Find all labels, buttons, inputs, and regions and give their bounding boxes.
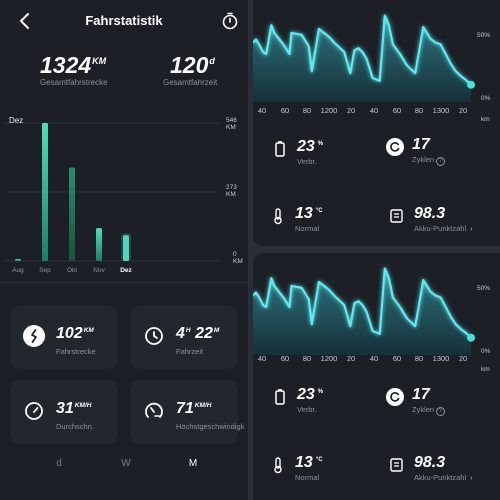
stat-card-avg-speed: 31KM/H Durchschn. [10, 380, 118, 444]
help-icon[interactable]: ? [436, 157, 446, 166]
route-icon [23, 325, 45, 347]
y-label-0: 0% [481, 348, 491, 355]
x-label-aug: Aug [12, 267, 24, 274]
current-point-marker [467, 80, 475, 89]
speedometer-icon [25, 402, 43, 420]
x-tick-label: 20 [458, 106, 468, 115]
stat-card-duration: 4H 22M Fahrzeit [130, 305, 238, 369]
x-tick-label: 20 [346, 354, 356, 363]
battery-line [253, 14, 472, 86]
x-tick-label: 40 [257, 354, 267, 363]
stats-panel: Fahrstatistik 1324KM Gesamtfahrstrecke 1… [0, 0, 248, 500]
x-tick-label: 1300 [432, 354, 450, 363]
battery-area-fill [253, 15, 471, 103]
distance-value: 102KM [56, 325, 94, 342]
selected-month-label: Dez [9, 116, 24, 125]
total-duration-value: 120d [170, 52, 215, 78]
y-tick-zero: 0 KM [233, 251, 243, 265]
x-label-sep: Sep [39, 267, 51, 274]
speed-max-icon [145, 402, 163, 418]
page-title: Fahrstatistik [85, 13, 163, 28]
battery-icon [275, 141, 285, 157]
x-tick-label: 1300 [432, 106, 450, 115]
x-unit: km [481, 116, 490, 123]
bar-dez[interactable] [123, 235, 129, 261]
total-duration-label: Gesamtfahrzeit [163, 78, 218, 87]
clock-icon [145, 327, 163, 345]
max-speed-label: Höchstgeschwindigk [176, 422, 245, 431]
score-icon [390, 209, 403, 223]
x-unit: km [481, 366, 490, 373]
chevron-right-icon: › [470, 473, 473, 482]
current-point-marker [467, 333, 475, 342]
chevron-left-icon[interactable] [14, 10, 36, 32]
stat-card-distance: 102KM Fahrstrecke [10, 305, 118, 369]
x-tick-label: 60 [392, 354, 402, 363]
x-tick-label: 60 [280, 354, 290, 363]
x-tick-label: 60 [392, 106, 402, 115]
thermometer-icon [274, 457, 282, 474]
x-tick-label: 80 [302, 354, 312, 363]
tab-day[interactable]: d [56, 458, 62, 469]
x-tick-label: 80 [414, 106, 424, 115]
x-tick-label: 20 [458, 354, 468, 363]
divider [0, 282, 248, 283]
battery-area-chart [253, 14, 475, 103]
bar-okt[interactable] [69, 167, 75, 261]
tab-week[interactable]: W [121, 458, 131, 469]
x-tick-label: 1200 [320, 106, 338, 115]
battery-panel-1: 50% 0% 40 60 80 1200 20 40 60 80 1300 20 km 23% V… [253, 0, 500, 246]
x-tick-label: 80 [302, 106, 312, 115]
x-label-okt: Okt [67, 267, 77, 274]
tab-month[interactable]: M [188, 458, 198, 469]
bar-chart-canvas: Aug Sep Okt Nov Dez [4, 122, 220, 274]
x-tick-label: 1200 [320, 354, 338, 363]
battery-panel-2: 50% 0% 40 60 80 1200 20 40 60 80 1300 20 km 23% V… [253, 253, 500, 500]
chevron-right-icon: › [470, 224, 473, 233]
x-label-dez: Dez [120, 267, 132, 274]
y-label-50: 50% [477, 285, 491, 292]
duration-label: Fahrzeit [176, 347, 204, 356]
x-tick-label: 40 [257, 106, 267, 115]
battery-area-chart [253, 267, 475, 355]
x-tick-label: 80 [414, 354, 424, 363]
avg-speed-label: Durchschn. [56, 422, 94, 431]
bar-aug[interactable] [15, 258, 21, 261]
stat-card-max-speed: 71KM/H Höchstgeschwindigk [130, 380, 244, 444]
header: Fahrstatistik [0, 0, 248, 44]
avg-speed-value: 31KM/H [56, 400, 92, 417]
cycle-icon [386, 138, 404, 156]
thermometer-icon [274, 208, 282, 225]
x-tick-label: 40 [369, 354, 379, 363]
total-distance-label: Gesamtfahrstrecke [40, 78, 108, 87]
max-speed-value: 71KM/H [176, 400, 212, 417]
battery-line [253, 267, 472, 339]
x-label-nov: Nov [93, 267, 105, 274]
y-label-0: 0% [481, 95, 491, 102]
bar-sep[interactable] [42, 123, 48, 261]
distance-label: Fahrstrecke [56, 347, 96, 356]
timer-icon[interactable] [220, 11, 240, 31]
battery-area-fill [253, 268, 471, 355]
y-tick-mid: 273 KM [226, 184, 237, 198]
score-icon [390, 458, 403, 472]
x-tick-label: 40 [369, 106, 379, 115]
bar-nov[interactable] [96, 228, 102, 261]
help-icon[interactable]: ? [436, 407, 446, 416]
duration-value: 4H 22M [176, 325, 220, 342]
x-tick-label: 20 [346, 106, 356, 115]
period-tabs: d W M [0, 458, 248, 478]
total-distance-value: 1324KM [40, 52, 107, 78]
x-tick-label: 60 [280, 106, 290, 115]
monthly-bar-chart: Aug Sep Okt Nov Dez [0, 108, 248, 278]
y-tick-max: 546 KM [226, 117, 237, 131]
y-label-50: 50% [477, 32, 491, 39]
battery-icon [275, 389, 285, 405]
cycle-icon [386, 388, 404, 406]
